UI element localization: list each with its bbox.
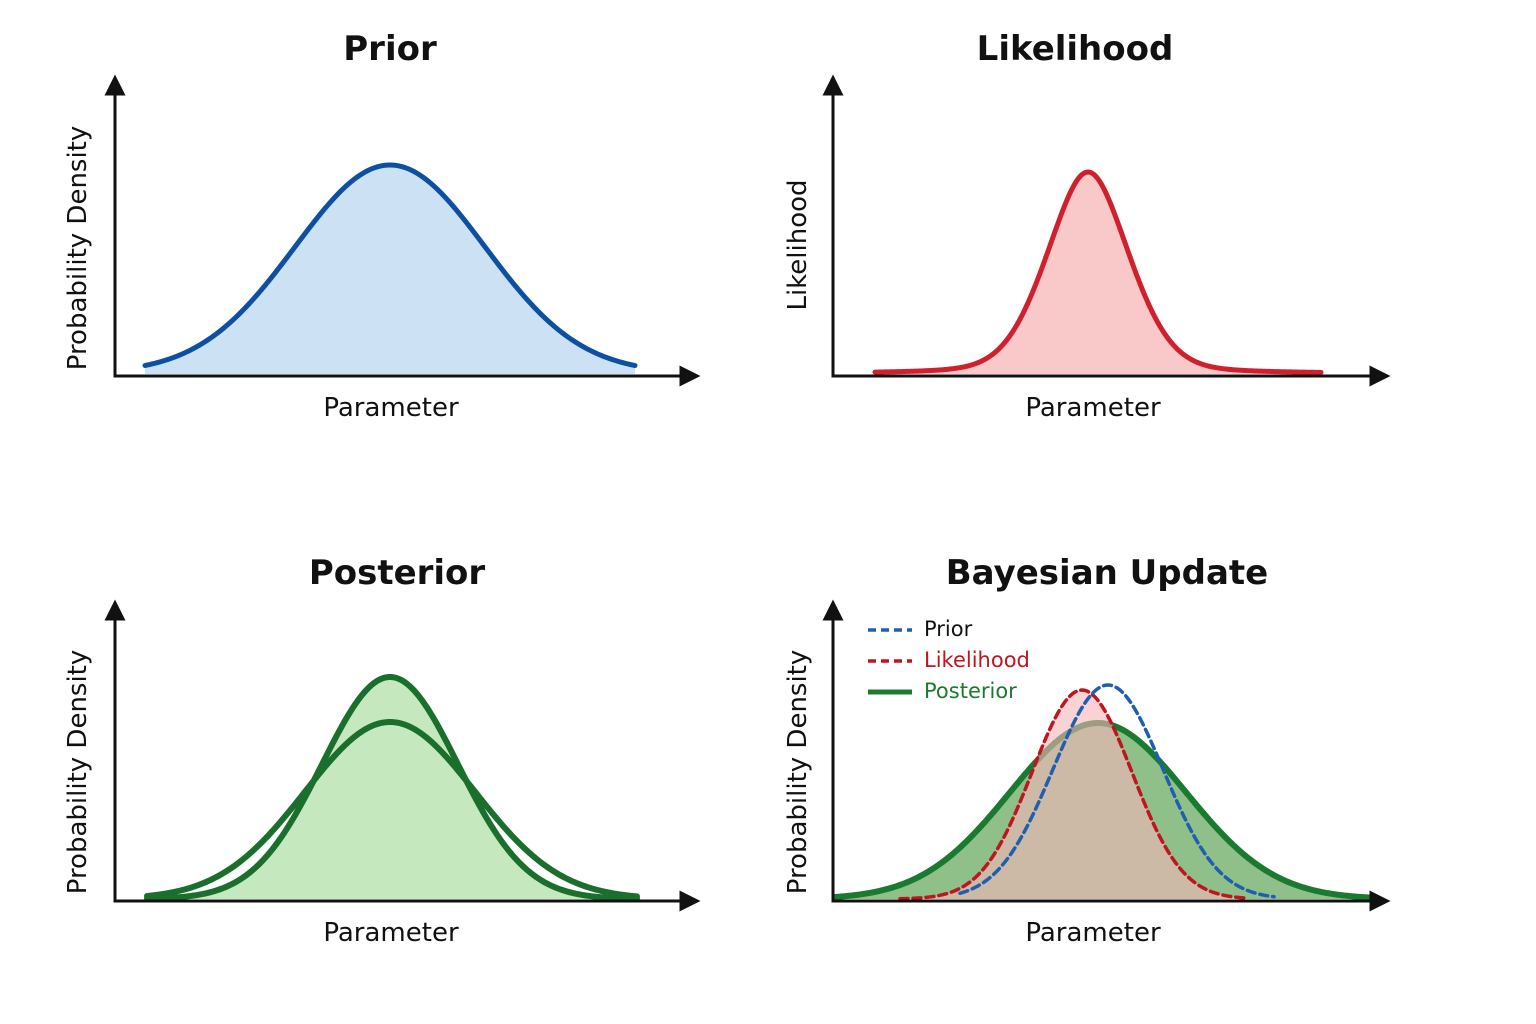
x-label: Parameter (1025, 918, 1161, 948)
curve-fill (145, 165, 635, 374)
legend-label: Posterior (924, 679, 1017, 703)
legend-label: Prior (924, 617, 973, 641)
curve-fill (147, 677, 637, 899)
legend-label: Likelihood (924, 648, 1030, 672)
x-label: Parameter (323, 393, 459, 423)
y-label: Probability Density (63, 126, 93, 371)
axes (822, 599, 1391, 912)
y-label: Probability Density (63, 650, 93, 895)
y-label: Likelihood (783, 179, 813, 310)
x-label: Parameter (1025, 393, 1161, 423)
curve-fill (875, 172, 1321, 374)
panel-title: Likelihood (977, 29, 1174, 69)
panel-title: Prior (343, 29, 437, 69)
y-label: Probability Density (783, 650, 813, 895)
panel-title: Posterior (309, 553, 486, 593)
panel-title: Bayesian Update (946, 553, 1268, 593)
axes (822, 74, 1391, 387)
curves (142, 162, 1372, 902)
x-label: Parameter (323, 918, 459, 948)
axes (104, 599, 701, 912)
axes (104, 74, 701, 387)
legend: Prior Likelihood Posterior (868, 617, 1030, 703)
